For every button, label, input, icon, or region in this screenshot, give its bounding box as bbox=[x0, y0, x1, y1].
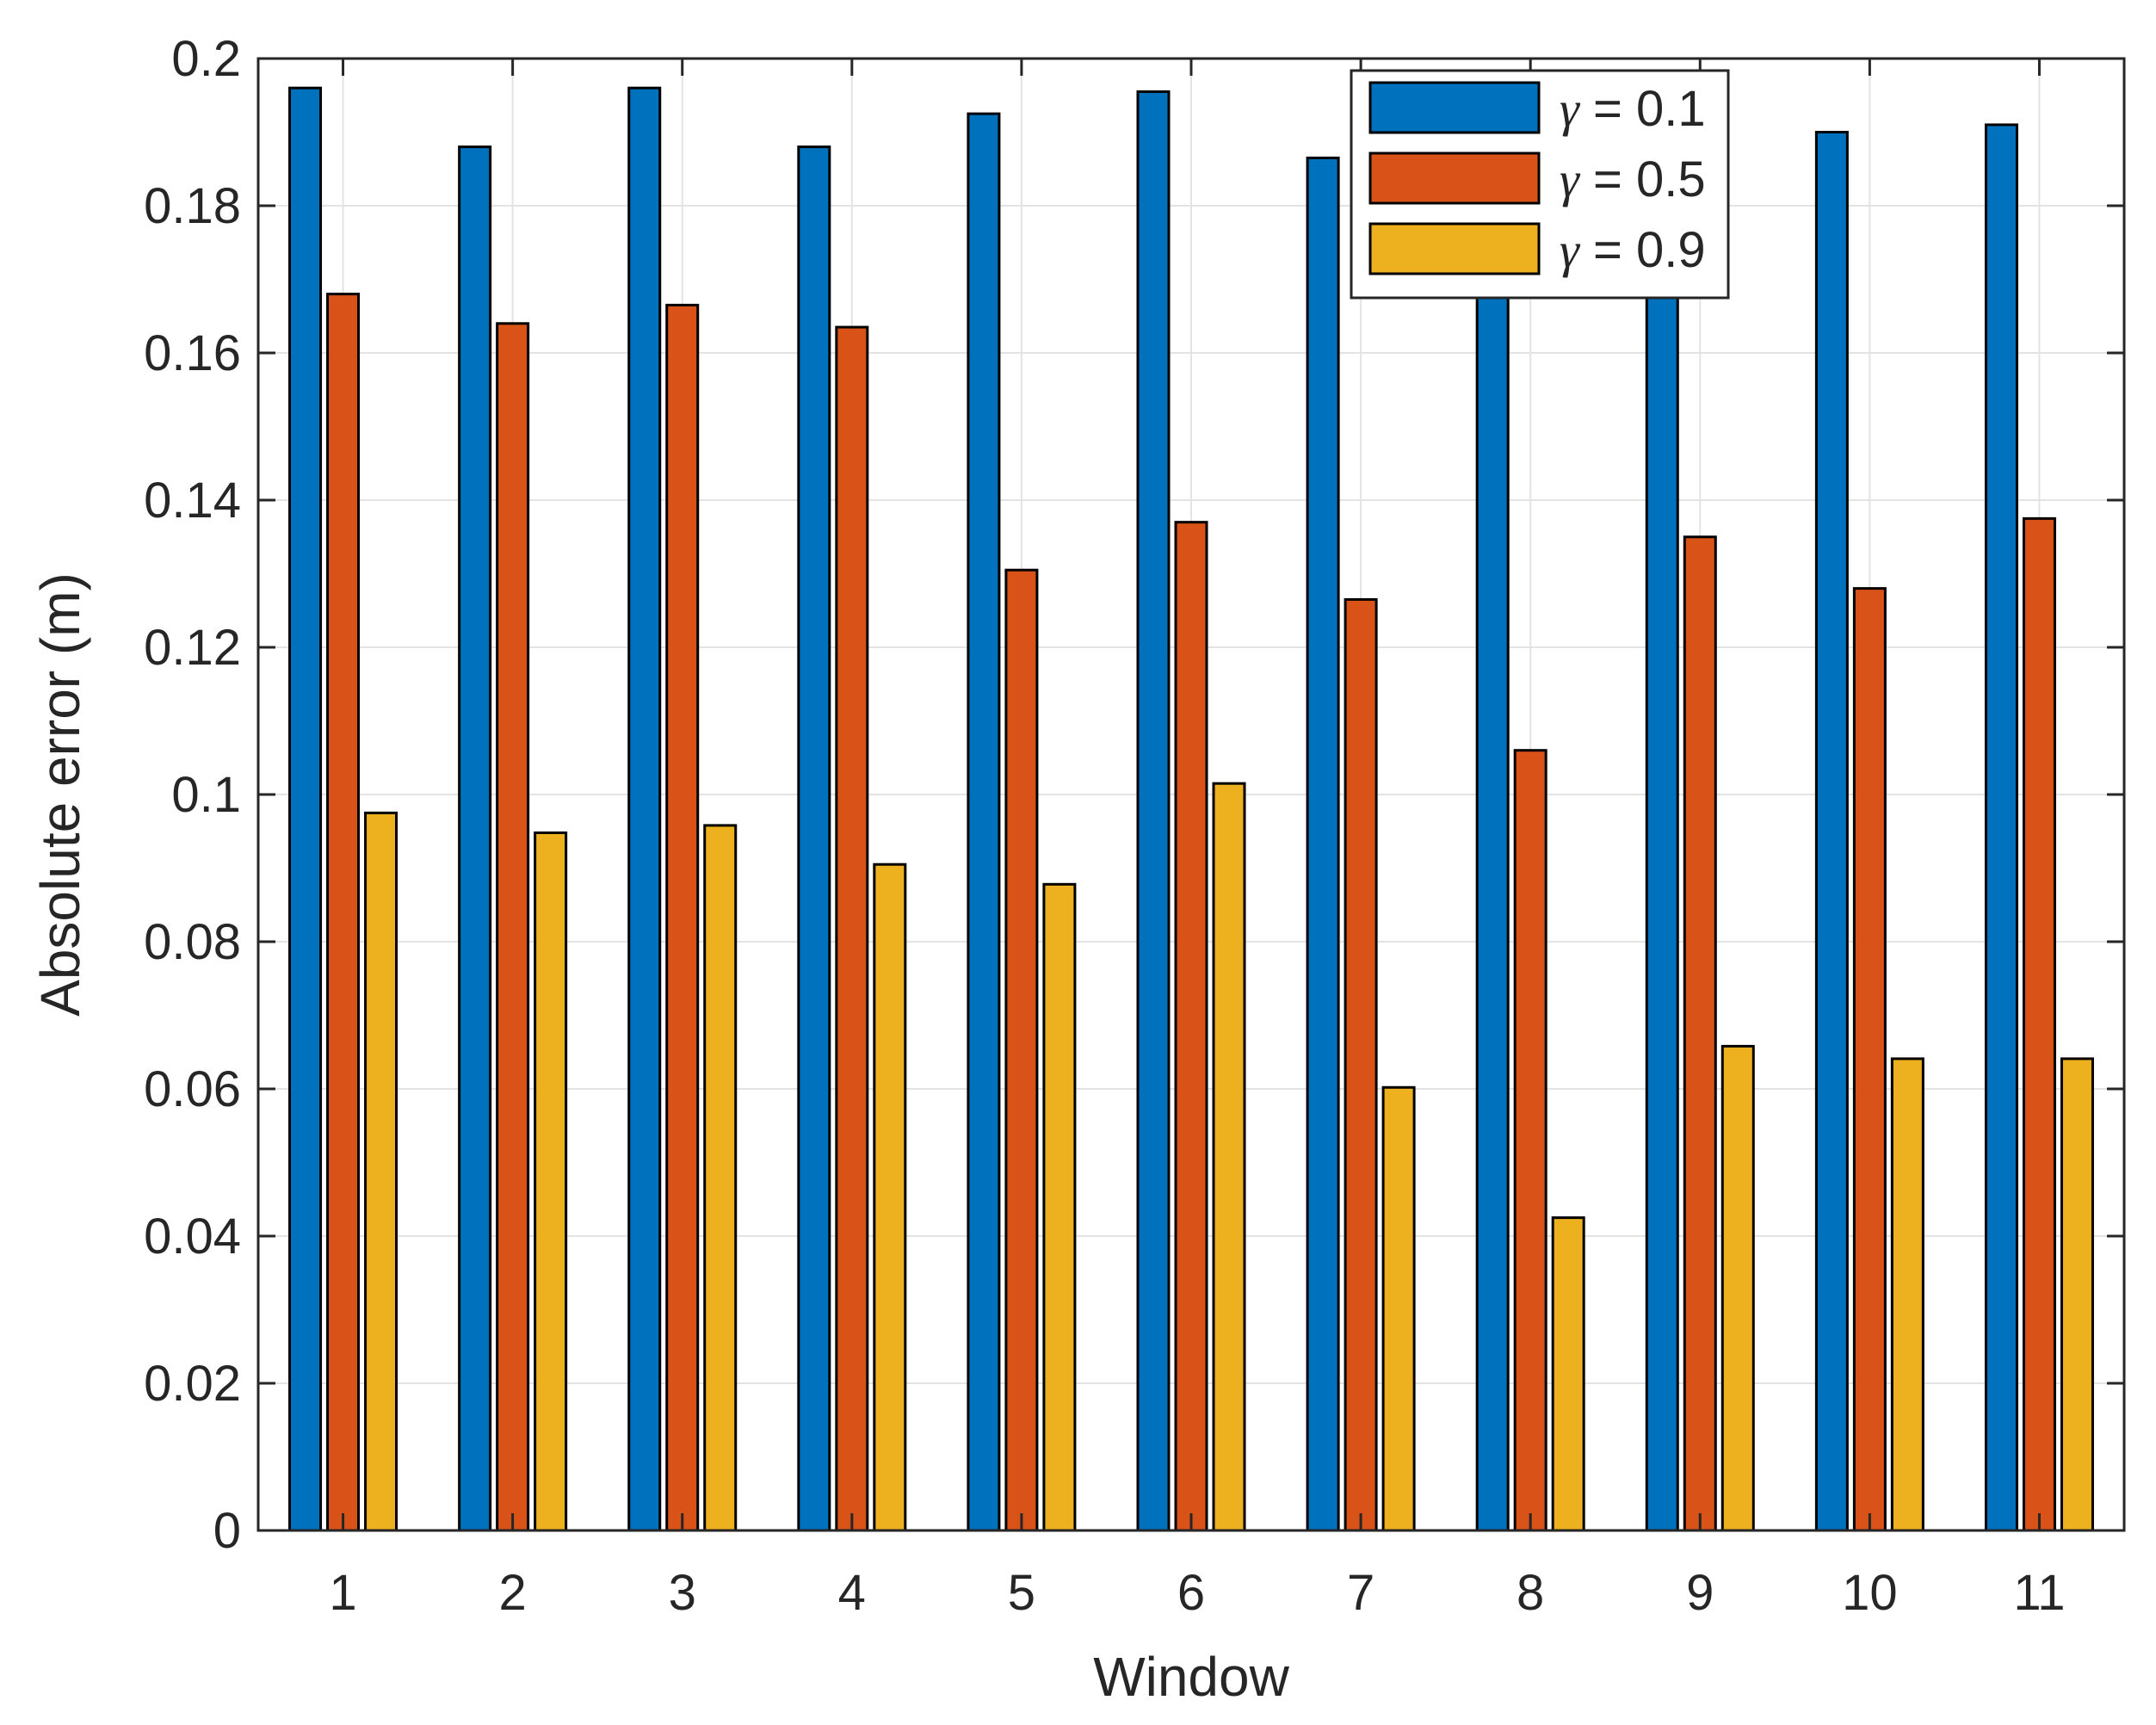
y-tick-label: 0.02 bbox=[144, 1356, 241, 1412]
legend-gamma-symbol: γ bbox=[1560, 81, 1581, 137]
bar[interactable] bbox=[1475, 237, 1510, 1532]
x-tick-label: 7 bbox=[1347, 1565, 1375, 1621]
y-tick-label: 0.06 bbox=[144, 1061, 241, 1117]
x-tick-label: 6 bbox=[1177, 1565, 1205, 1621]
legend-label[interactable]: γ = 0.5 bbox=[1560, 151, 1706, 207]
bar[interactable] bbox=[2022, 516, 2056, 1532]
tick-layer: 0 0.02 0.04 0.06 0.08 0.1 0.12 0.14 0.16 0.18 0.2 1… bbox=[144, 31, 2124, 1621]
legend-value-text: = 0.5 bbox=[1579, 151, 1706, 207]
y-tick-label: 0.16 bbox=[144, 325, 241, 381]
bar[interactable] bbox=[1513, 749, 1548, 1532]
bar[interactable] bbox=[1042, 882, 1077, 1532]
bar[interactable] bbox=[967, 112, 1001, 1532]
x-tick-label: 2 bbox=[499, 1565, 527, 1621]
x-tick-label: 3 bbox=[669, 1565, 696, 1621]
bar[interactable] bbox=[873, 862, 907, 1532]
bar[interactable] bbox=[534, 831, 568, 1532]
y-axis-title: Absolute error (m) bbox=[29, 572, 91, 1017]
x-axis-title: Window bbox=[1093, 1646, 1289, 1708]
bar[interactable] bbox=[458, 145, 492, 1532]
bar[interactable] bbox=[1551, 1216, 1585, 1532]
bar[interactable] bbox=[1306, 156, 1340, 1532]
legend-value-text: = 0.1 bbox=[1579, 81, 1706, 137]
bar[interactable] bbox=[1645, 244, 1679, 1532]
legend[interactable]: γ = 0.1γ = 0.5γ = 0.9 bbox=[1350, 69, 1730, 300]
legend-swatch[interactable] bbox=[1368, 151, 1541, 205]
bar[interactable] bbox=[496, 322, 530, 1532]
bar[interactable] bbox=[1984, 123, 2018, 1532]
bar-layer bbox=[288, 86, 2094, 1532]
bar[interactable] bbox=[797, 145, 831, 1532]
bar[interactable] bbox=[1814, 131, 1849, 1532]
bar[interactable] bbox=[2060, 1057, 2094, 1532]
bar[interactable] bbox=[835, 325, 869, 1532]
y-tick-label: 0.2 bbox=[171, 31, 241, 87]
y-tick-label: 0.18 bbox=[144, 178, 241, 234]
bar[interactable] bbox=[1381, 1085, 1416, 1532]
bar[interactable] bbox=[1004, 568, 1039, 1532]
y-tick-label: 0.1 bbox=[171, 767, 241, 823]
bar[interactable] bbox=[1344, 597, 1378, 1532]
bar[interactable] bbox=[1720, 1044, 1755, 1532]
y-tick-label: 0.14 bbox=[144, 473, 241, 529]
y-tick-label: 0.08 bbox=[144, 914, 241, 970]
x-tick-label: 5 bbox=[1008, 1565, 1035, 1621]
bar[interactable] bbox=[1890, 1057, 1924, 1532]
x-tick-label: 10 bbox=[1842, 1565, 1898, 1621]
legend-swatch[interactable] bbox=[1368, 222, 1541, 275]
y-tick-label: 0.04 bbox=[144, 1209, 241, 1264]
bar[interactable] bbox=[1852, 587, 1887, 1532]
bar[interactable] bbox=[288, 86, 323, 1532]
legend-value-text: = 0.9 bbox=[1579, 222, 1706, 278]
bar[interactable] bbox=[1136, 90, 1171, 1532]
bar[interactable] bbox=[326, 293, 361, 1532]
bar[interactable] bbox=[1683, 535, 1717, 1532]
bar[interactable] bbox=[1212, 782, 1246, 1532]
x-tick-label: 1 bbox=[329, 1565, 356, 1621]
y-tick-label: 0.12 bbox=[144, 620, 241, 676]
bar[interactable] bbox=[665, 303, 700, 1532]
legend-gamma-symbol: γ bbox=[1560, 222, 1581, 278]
bar[interactable] bbox=[1174, 521, 1208, 1532]
x-tick-label: 4 bbox=[838, 1565, 866, 1621]
legend-gamma-symbol: γ bbox=[1560, 151, 1581, 207]
bar[interactable] bbox=[364, 811, 398, 1532]
legend-swatch[interactable] bbox=[1368, 81, 1541, 134]
legend-label[interactable]: γ = 0.9 bbox=[1560, 222, 1706, 278]
bar[interactable] bbox=[703, 824, 738, 1532]
x-tick-label: 11 bbox=[2013, 1565, 2065, 1621]
x-tick-label: 9 bbox=[1686, 1565, 1714, 1621]
x-tick-label: 8 bbox=[1517, 1565, 1544, 1621]
y-tick-label: 0 bbox=[213, 1503, 241, 1559]
legend-label[interactable]: γ = 0.1 bbox=[1560, 81, 1706, 137]
bar[interactable] bbox=[627, 86, 662, 1532]
